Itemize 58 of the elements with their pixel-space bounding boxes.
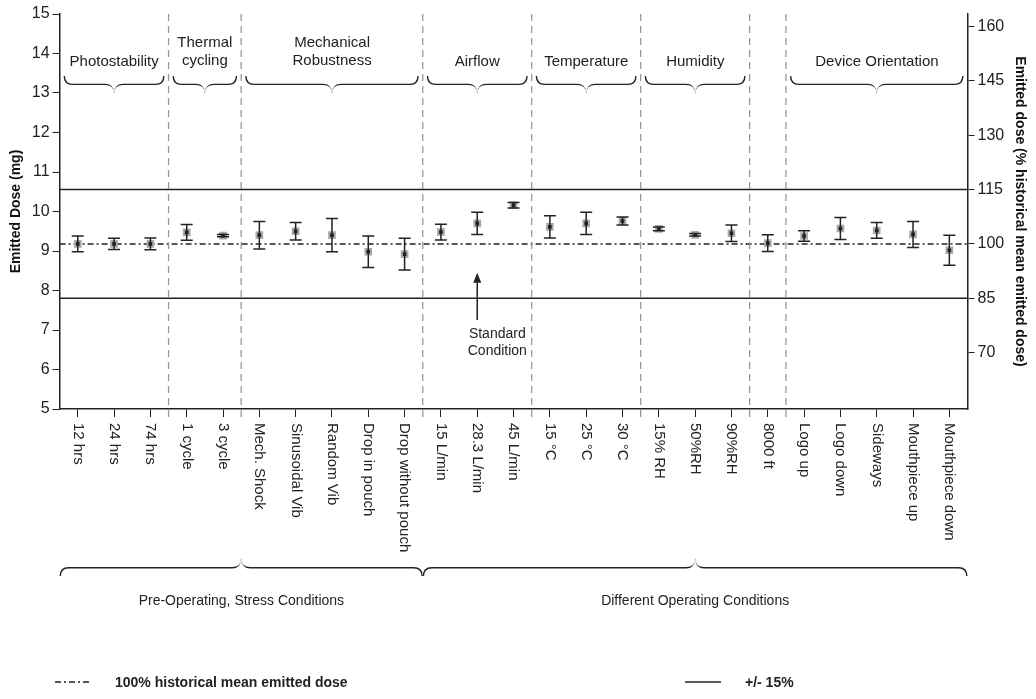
x-tick-label: Random Vib bbox=[324, 423, 342, 506]
y-tick-label: 7 bbox=[40, 320, 50, 338]
x-tick-label: Mouthpiece down bbox=[942, 423, 960, 541]
y2-axis-title: Emitted dose (% historical mean emitted dose) bbox=[1012, 56, 1029, 367]
point bbox=[364, 247, 373, 256]
x-tick-label: Mech. Shock bbox=[252, 423, 270, 511]
y2-tick-label: 85 bbox=[977, 288, 996, 306]
x-tick-label: Logo up bbox=[796, 423, 814, 478]
y2-tick-label: 145 bbox=[977, 71, 1005, 89]
x-tick-label: Drop without pouch bbox=[397, 423, 415, 553]
x-tick-label: 74 hrs bbox=[143, 423, 161, 465]
x-tick-label: 15 L/min bbox=[433, 423, 451, 481]
y2-tick-label: 115 bbox=[977, 179, 1004, 197]
y-tick-label: 8 bbox=[40, 280, 50, 298]
x-tick-label: 30 °C bbox=[615, 423, 633, 461]
y2-tick-label: 100 bbox=[977, 234, 1005, 252]
x-tick-label: 25 °C bbox=[579, 423, 597, 461]
annotation: Humidity bbox=[666, 52, 725, 71]
y-axis-title: Emitted Dose (mg) bbox=[7, 149, 24, 274]
x-tick-label: 50%RH bbox=[687, 423, 705, 475]
text: 100% historical mean emitted dose bbox=[115, 673, 348, 691]
y-tick-label: 5 bbox=[40, 399, 50, 417]
y-tick-label: 15 bbox=[31, 4, 50, 22]
x-tick-label: Sinusoidal Vib bbox=[288, 423, 306, 518]
x-tick-label: 1 cycle bbox=[179, 423, 197, 470]
annotation: Airflow bbox=[454, 52, 500, 71]
y-tick-label: 14 bbox=[31, 43, 50, 61]
annotation: Mechanical Robustness bbox=[292, 33, 372, 70]
y-tick-label: 12 bbox=[31, 122, 50, 140]
x-tick-label: 28.3 L/min bbox=[470, 423, 488, 494]
y2-tick-label: 70 bbox=[977, 343, 996, 361]
x-tick-label: 8000 ft bbox=[760, 423, 778, 470]
y-tick-label: 6 bbox=[40, 359, 50, 377]
x-tick-label: Drop in pouch bbox=[361, 423, 379, 517]
y-tick-label: 13 bbox=[31, 83, 50, 101]
x-tick-label: Sideways bbox=[869, 423, 887, 488]
annotation: Temperature bbox=[544, 52, 629, 71]
text: +/- 15% bbox=[745, 673, 794, 691]
x-tick-label: 3 cycle bbox=[215, 423, 233, 470]
annotation: Standard Condition bbox=[467, 325, 527, 359]
x-tick-label: 15% RH bbox=[651, 423, 669, 479]
x-tick-label: 12 hrs bbox=[70, 423, 88, 465]
annotation: Device Orientation bbox=[815, 52, 939, 71]
x-tick-label: Logo down bbox=[833, 423, 851, 497]
y2-tick-label: 160 bbox=[977, 16, 1005, 34]
x-tick-label: 24 hrs bbox=[106, 423, 124, 465]
x-tick-label: 90%RH bbox=[724, 423, 742, 475]
x-tick-label: 15 °C bbox=[542, 423, 560, 461]
y-tick-label: 10 bbox=[31, 201, 50, 219]
text: Pre-Operating, Stress Conditions bbox=[138, 591, 345, 609]
x-tick-label: Mouthpiece up bbox=[905, 423, 923, 522]
annotation: Photostability bbox=[69, 52, 159, 71]
annotation: Thermal cycling bbox=[177, 33, 233, 70]
y-tick-label: 9 bbox=[40, 241, 50, 259]
y-tick-label: 11 bbox=[32, 162, 50, 180]
x-tick-label: 45 L/min bbox=[506, 423, 524, 481]
text: Different Operating Conditions bbox=[601, 591, 790, 609]
y2-tick-label: 130 bbox=[977, 125, 1005, 143]
